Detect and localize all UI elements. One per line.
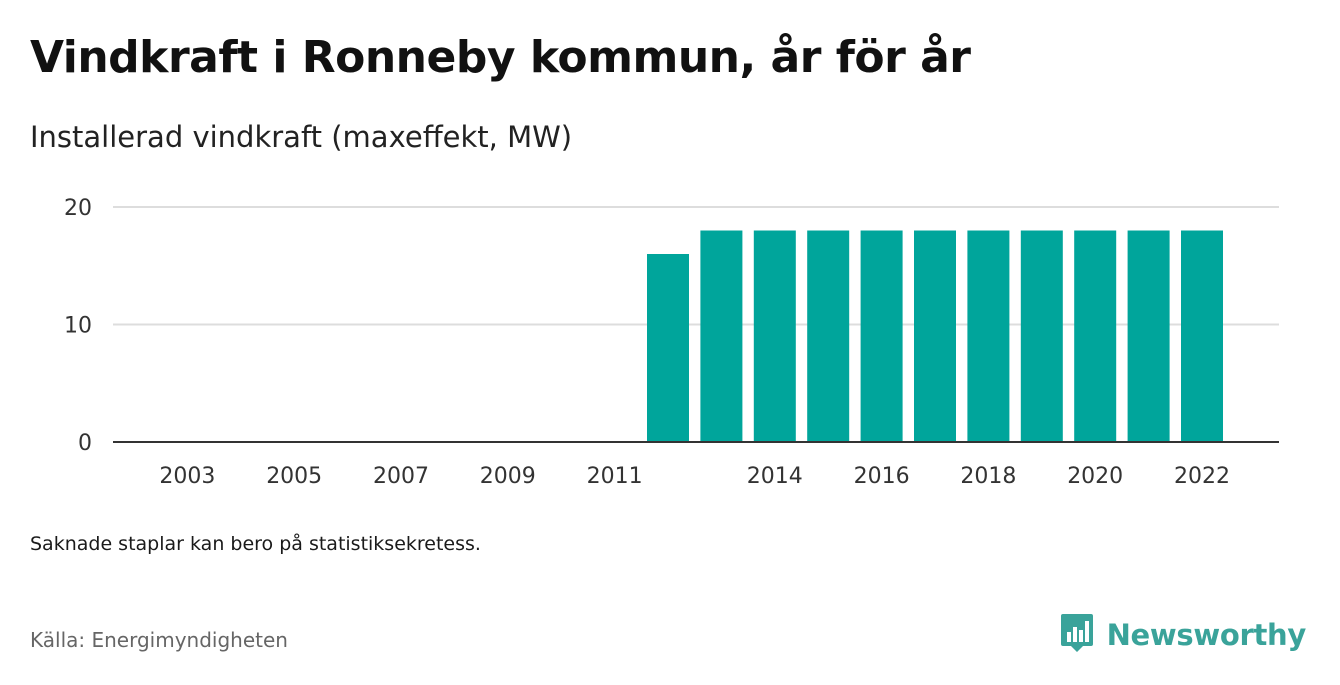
chart-subtitle: Installerad vindkraft (maxeffekt, MW): [30, 120, 573, 154]
x-tick-label: 2022: [1174, 464, 1230, 489]
bar[interactable]: [807, 230, 850, 443]
brand-logo[interactable]: Newsworthy: [1059, 612, 1306, 658]
footnote: Saknade staplar kan bero på statistiksek…: [30, 533, 481, 555]
bar[interactable]: [860, 230, 903, 443]
x-tick-label: 2014: [747, 464, 803, 489]
x-tick-label: 2020: [1067, 464, 1123, 489]
source-label: Källa: Energimyndigheten: [30, 628, 288, 652]
bar-chart-icon: [1059, 612, 1095, 658]
x-tick-label: 2011: [587, 464, 643, 489]
x-tick-label: 2005: [266, 464, 322, 489]
bar[interactable]: [700, 230, 743, 443]
x-tick-label: 2016: [854, 464, 910, 489]
bar[interactable]: [914, 230, 956, 443]
bar[interactable]: [1074, 230, 1117, 443]
x-tick-labels: 2003 2005 2007 2009 2011 2014 2016 2018 2020 2022: [159, 464, 1230, 489]
bar[interactable]: [1127, 230, 1170, 443]
bar[interactable]: [1020, 230, 1063, 443]
x-tick-label: 2018: [960, 464, 1016, 489]
y-tick-labels: 0 10 20: [64, 196, 92, 456]
chart-title: Vindkraft i Ronneby kommun, år för år: [30, 32, 971, 83]
brand-name: Newsworthy: [1106, 618, 1307, 652]
x-tick-label: 2009: [480, 464, 536, 489]
bar[interactable]: [647, 254, 689, 442]
y-tick-label: 10: [64, 314, 92, 339]
bar[interactable]: [1181, 230, 1223, 443]
y-tick-label: 20: [64, 196, 92, 221]
x-tick-label: 2007: [373, 464, 429, 489]
y-tick-label: 0: [78, 431, 92, 456]
bars: [647, 230, 1223, 443]
bar[interactable]: [753, 230, 796, 443]
x-tick-label: 2003: [159, 464, 215, 489]
bar[interactable]: [967, 230, 1010, 443]
